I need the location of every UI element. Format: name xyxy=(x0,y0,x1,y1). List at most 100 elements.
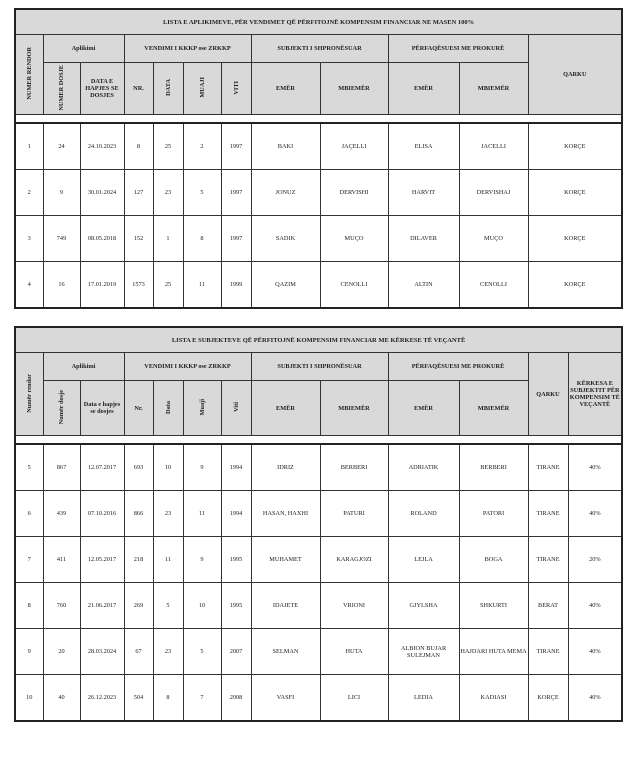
table-cell: 20% xyxy=(567,536,623,583)
table-cell: 40% xyxy=(567,628,623,675)
table-cell: BERBERI xyxy=(458,443,529,491)
table-cell: 07.10.2016 xyxy=(79,490,125,537)
table-title: LISTA E SUBJEKTEVE QË PËRFITOJNË KOMPENS… xyxy=(14,326,623,353)
table-cell: ADRIATIK xyxy=(387,443,460,491)
col-nr: NR. xyxy=(123,62,154,115)
spacer-row xyxy=(14,435,623,445)
table-cell: 2 xyxy=(182,122,222,170)
table-cell: TIRANE xyxy=(527,628,569,675)
table-cell: 9 xyxy=(14,628,44,675)
col-emer: EMËR xyxy=(250,380,321,436)
table-cell: TIRANE xyxy=(527,490,569,537)
table-cell: 760 xyxy=(42,582,81,629)
col-muaji: MUAJI xyxy=(198,77,206,98)
table-cell: 1999 xyxy=(220,261,252,309)
col-data-hapjes: Data e hapjes se dosjes xyxy=(79,380,125,436)
table-cell: VRIONI xyxy=(319,582,389,629)
table-cell: 693 xyxy=(123,443,154,491)
table-cell: 11 xyxy=(182,490,222,537)
col-qarku: QARKU xyxy=(527,34,623,115)
table-cell: 1997 xyxy=(220,169,252,216)
group-vendimi: VENDIMI I KKKP ose ZRKKP xyxy=(123,34,252,63)
col-muaji: Muaji xyxy=(198,398,206,416)
table-cell: 5 xyxy=(182,628,222,675)
table-cell: 3 xyxy=(14,215,44,262)
col-data: Data xyxy=(164,400,172,414)
table-cell: 6 xyxy=(14,490,44,537)
table-cell: KORÇE xyxy=(527,215,623,262)
table-cell: 866 xyxy=(123,490,154,537)
table-cell: 9 xyxy=(42,169,81,216)
table-cell: MUÇO xyxy=(458,215,529,262)
table-cell: 23 xyxy=(152,169,184,216)
col-mbiemer: MBIEMËR xyxy=(319,380,389,436)
col-emer-perfaqesues: EMËR xyxy=(387,62,460,115)
table-cell: 24.10.2023 xyxy=(79,122,125,170)
col-qarku: QARKU xyxy=(527,352,569,436)
table-cell: 1994 xyxy=(220,443,252,491)
col-mbiemer-perfaqesues: MBIEMËR xyxy=(458,380,529,436)
table-cell: 1994 xyxy=(220,490,252,537)
table-cell: 1997 xyxy=(220,215,252,262)
table-cell: PATORI xyxy=(458,490,529,537)
table-cell: 23 xyxy=(152,628,184,675)
table-cell: 20 xyxy=(42,628,81,675)
table-cell: SHKURTI xyxy=(458,582,529,629)
table-cell: BOGA xyxy=(458,536,529,583)
table-cell: HUTA xyxy=(319,628,389,675)
table-cell: 5 xyxy=(182,169,222,216)
group-aplikimi: Aplikimi xyxy=(42,34,125,63)
col-emer-perfaqesues: EMËR xyxy=(387,380,460,436)
group-perfaqesuesi: PËRFAQËSUESI ME PROKURË xyxy=(387,352,529,381)
table-cell: 25 xyxy=(152,261,184,309)
table-cell: 8 xyxy=(152,674,184,722)
table-row: 8 760 21.06.2017 269 5 10 1995 IDAJETE VRIONI GJY… xyxy=(14,582,623,629)
table-cell: 40 xyxy=(42,674,81,722)
table-cell: 504 xyxy=(123,674,154,722)
table-cell: 1995 xyxy=(220,536,252,583)
table-cell: 12.05.2017 xyxy=(79,536,125,583)
col-mbiemer: MBIEMËR xyxy=(319,62,389,115)
table-cell: 17.01.2019 xyxy=(79,261,125,309)
table-row: 6 439 07.10.2016 866 23 11 1994 HASAN, HAXHI PAT… xyxy=(14,490,623,537)
table-cell: 11 xyxy=(152,536,184,583)
table-cell: DILAVER xyxy=(387,215,460,262)
table-cell: SADIK xyxy=(250,215,321,262)
table-cell: QAZIM xyxy=(250,261,321,309)
table-cell: DERVISHI xyxy=(319,169,389,216)
col-data: DATA xyxy=(164,79,172,96)
table-cell: KADIASI xyxy=(458,674,529,722)
group-perfaqesuesi: PËRFAQËSUESI ME PROKURË xyxy=(387,34,529,63)
table-cell: 7 xyxy=(14,536,44,583)
table-row: 1 24 24.10.2023 8 25 2 1997 BAKI JAÇELLI ELISA JAC… xyxy=(14,122,623,170)
table-cell: 40% xyxy=(567,674,623,722)
col-viti: VITI xyxy=(232,80,240,95)
table-special-request: LISTA E SUBJEKTEVE QË PËRFITOJNË KOMPENS… xyxy=(14,326,624,722)
table-cell: 867 xyxy=(42,443,81,491)
table-cell: 2007 xyxy=(220,628,252,675)
col-numer-dosje: Numër dosje xyxy=(58,389,65,425)
table-cell: MUHAMET xyxy=(250,536,321,583)
table-cell: LEJLA xyxy=(387,536,460,583)
table-cell: CENOLLI xyxy=(319,261,389,309)
table-cell: 1573 xyxy=(123,261,154,309)
table-cell: 4 xyxy=(14,261,44,309)
group-vendimi: VENDIMI I KKKP ose ZRKKP xyxy=(123,352,252,381)
table-cell: 9 xyxy=(182,536,222,583)
table-cell: 40% xyxy=(567,490,623,537)
group-subjekti: SUBJEKTI I SHPRONËSUAR xyxy=(250,352,389,381)
table-cell: VASFI xyxy=(250,674,321,722)
table-cell: ALBION BUJAR SULEJMAN xyxy=(387,628,460,675)
table-cell: KARAGJOZI xyxy=(319,536,389,583)
table-cell: KORÇE xyxy=(527,674,569,722)
table-cell: 30.01.2024 xyxy=(79,169,125,216)
table-cell: DERVISHAJ xyxy=(458,169,529,216)
table-row: 9 20 28.03.2024 67 23 5 2007 SELMAN HUTA ALBION B… xyxy=(14,628,623,675)
table-cell: 127 xyxy=(123,169,154,216)
table-cell: 9 xyxy=(182,443,222,491)
table-cell: 152 xyxy=(123,215,154,262)
table-cell: HASAN, HAXHI xyxy=(250,490,321,537)
table-cell: LICI xyxy=(319,674,389,722)
col-mbiemer-perfaqesues: MBIEMËR xyxy=(458,62,529,115)
table-cell: 5 xyxy=(152,582,184,629)
